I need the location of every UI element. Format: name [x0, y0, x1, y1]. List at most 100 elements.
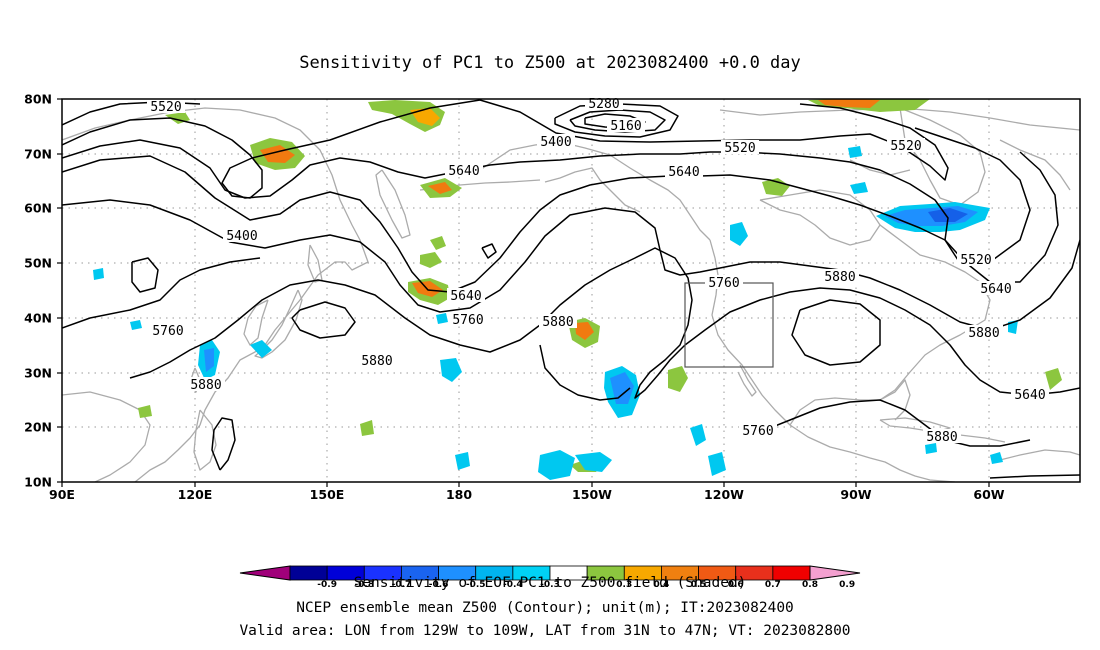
colorbar	[239, 565, 861, 581]
z500-contour	[62, 99, 949, 199]
sensitivity-shade	[730, 222, 748, 246]
contour-label: 5760	[742, 424, 773, 439]
z500-contour	[759, 399, 1031, 447]
contour-label-bg	[705, 275, 743, 289]
colorbar-segment	[289, 565, 328, 581]
lon-label: 150E	[310, 487, 345, 502]
coastline	[307, 244, 323, 283]
colorbar-tick-label: 0.7	[765, 580, 781, 590]
coastline	[959, 434, 1006, 443]
coastline	[62, 391, 151, 482]
contour-label: 5640	[980, 282, 1011, 297]
colorbar-low-extension	[239, 565, 291, 581]
z500-contour	[539, 344, 631, 401]
lat-label: 30N	[24, 366, 52, 381]
lon-label: 60W	[973, 487, 1004, 502]
contour-label-bg	[721, 140, 759, 154]
contour-label: 5880	[824, 270, 855, 285]
contour-label: 5400	[226, 229, 257, 244]
colorbar-tick-label: 0.3	[616, 580, 632, 590]
coastline	[759, 189, 881, 246]
contour-label-bg	[977, 281, 1015, 295]
sensitivity-shade	[538, 450, 575, 480]
colorbar-tick-label: -0.6	[429, 580, 449, 590]
colorbar-tick-label: 0.6	[728, 580, 744, 590]
sensitivity-shade	[1045, 368, 1062, 390]
sensitivity-shade	[130, 320, 142, 330]
shading-caption: Sensitivity of EOF PC1 to Z500 field (Sh…	[354, 575, 747, 591]
sensitivity-shade	[204, 348, 214, 372]
coastline	[479, 141, 711, 241]
colorbar-tick-label: 0.9	[839, 580, 855, 590]
sensitivity-shade	[928, 208, 968, 222]
contour-label: 5520	[724, 141, 755, 156]
valid-area-caption: Valid area: LON from 129W to 109W, LAT f…	[239, 623, 850, 639]
coastline	[62, 107, 369, 482]
map-frame	[61, 98, 1081, 483]
lat-label: 40N	[24, 311, 52, 326]
coastline	[999, 449, 1080, 461]
coastline	[737, 364, 757, 397]
contour-label-bg	[739, 423, 777, 437]
sensitivity-shade	[410, 108, 440, 126]
contour-label: 5880	[361, 354, 392, 369]
sensitivity-shade	[428, 182, 452, 194]
coastline	[899, 107, 986, 206]
contour-label-bg	[539, 314, 577, 328]
sensitivity-shade	[440, 358, 462, 382]
z500-contour	[989, 474, 1080, 479]
contour-label-bg	[147, 99, 185, 113]
contour-label: 5880	[926, 430, 957, 445]
contour-label: 5520	[960, 253, 991, 268]
contour-label: 5880	[190, 378, 221, 393]
contour-label-bg	[447, 288, 485, 302]
colorbar-tick-label: -0.9	[317, 580, 337, 590]
contour-label: 5520	[890, 139, 921, 154]
colorbar-tick-label: -0.7	[392, 580, 412, 590]
coastline	[254, 289, 303, 359]
colorbar-tick-label: 0.8	[802, 580, 818, 590]
sensitivity-shade	[850, 182, 868, 194]
sensitivity-shade	[708, 452, 726, 476]
lon-label: 120W	[704, 487, 744, 502]
coastline	[193, 409, 217, 471]
sensitivity-shading	[93, 99, 1062, 480]
contour-label: 5880	[542, 315, 573, 330]
contour-label-bg	[537, 134, 575, 148]
coastline	[869, 457, 956, 482]
contour-label: 5760	[152, 324, 183, 339]
contour-label-bg	[449, 312, 487, 326]
z500-contour	[62, 127, 1031, 263]
sensitivity-shade	[818, 99, 880, 108]
sensitivity-shade	[925, 443, 937, 454]
lat-label: 10N	[24, 475, 52, 490]
sensitivity-shade	[93, 268, 104, 280]
colorbar-high-extension	[809, 565, 861, 581]
figure-title: Sensitivity of PC1 to Z500 at 2023082400…	[299, 53, 801, 73]
contour-label-bg	[1011, 387, 1049, 401]
lon-label: 90E	[49, 487, 75, 502]
z500-contour	[211, 417, 236, 471]
contour-label-bg	[887, 138, 925, 152]
contour-label: 5520	[150, 100, 181, 115]
contour-label-bg	[665, 164, 703, 178]
contour-label: 5760	[452, 313, 483, 328]
colorbar-tick-labels: -0.9 -0.8 -0.7 -0.6 -0.5 -0.4 -0.3 0.3 0.4 0.5 0.6…	[317, 580, 855, 590]
contour-label: 5640	[448, 164, 479, 179]
z500-contour	[791, 299, 881, 366]
sensitivity-shade	[436, 313, 448, 324]
colorbar-tick-label: -0.8	[354, 580, 374, 590]
colorbar-tick-label: -0.5	[466, 580, 486, 590]
contour-label: 5760	[708, 276, 739, 291]
contour-label: 5880	[968, 326, 999, 341]
z500-contour	[62, 199, 1080, 331]
contour-labels: 5520 5280 5160 5400 5520 5640 5520 5400 5640 5640…	[147, 96, 1049, 445]
contour-label: 5640	[668, 165, 699, 180]
sensitivity-shade	[990, 452, 1003, 464]
lat-label: 20N	[24, 420, 52, 435]
colorbar-tick-label: -0.3	[540, 580, 560, 590]
sensitivity-shade	[575, 452, 612, 472]
lat-label: 70N	[24, 147, 52, 162]
sensitivity-shade	[762, 178, 790, 196]
